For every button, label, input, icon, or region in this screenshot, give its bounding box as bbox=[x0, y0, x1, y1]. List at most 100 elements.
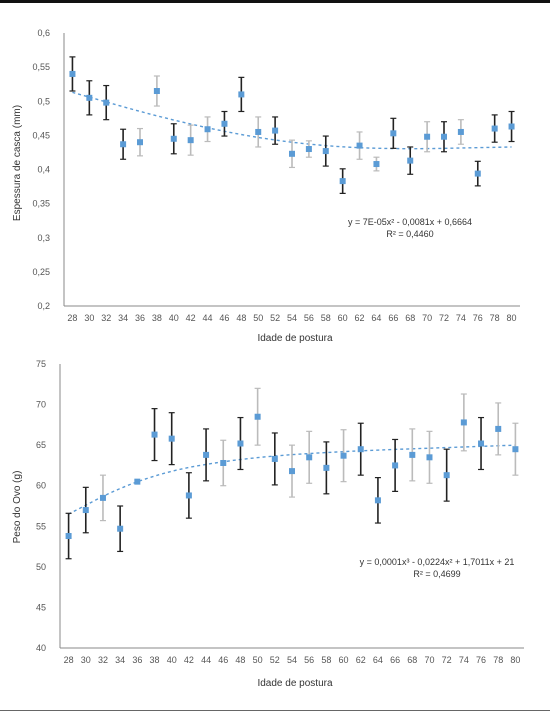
shell-thickness-equation: y = 7E-05x² - 0,0081x + 0,6664 bbox=[348, 217, 472, 227]
shell-thickness-y-tick-label: 0,35 bbox=[32, 199, 50, 209]
egg-weight-x-tick-label: 28 bbox=[64, 655, 74, 665]
shell-thickness-x-tick-label: 62 bbox=[355, 313, 365, 323]
shell-thickness-x-tick-label: 28 bbox=[67, 313, 77, 323]
shell-thickness-x-tick-label: 42 bbox=[186, 313, 196, 323]
shell-thickness-y-tick-label: 0,55 bbox=[32, 62, 50, 72]
egg-weight-data-point bbox=[289, 468, 295, 475]
shell-thickness-data-point bbox=[474, 170, 481, 177]
shell-thickness-data-point bbox=[238, 91, 245, 98]
egg-weight-y-tick-label: 50 bbox=[36, 562, 46, 572]
shell-thickness-data-point bbox=[339, 178, 346, 185]
shell-thickness-x-tick-label: 52 bbox=[270, 313, 280, 323]
egg-weight-plot: 40 45 50 55 60 65 70 75 28 30 32 34 36 38 40 42 44 46 48 50… bbox=[36, 359, 524, 665]
egg-weight-data-point bbox=[237, 440, 244, 447]
egg-weight-y-axis-title: Peso do Ovo (g) bbox=[12, 471, 23, 544]
shell-thickness-y-tick-label: 0,3 bbox=[37, 233, 50, 243]
egg-weight-x-tick-label: 32 bbox=[98, 655, 108, 665]
shell-thickness-data-point bbox=[457, 128, 464, 135]
shell-thickness-data-point bbox=[103, 99, 110, 106]
egg-weight-x-tick-label: 36 bbox=[132, 655, 142, 665]
egg-weight-y-tick-label: 45 bbox=[36, 602, 46, 612]
shell-thickness-data-point bbox=[86, 94, 93, 101]
egg-weight-data-point bbox=[99, 494, 106, 501]
egg-weight-x-tick-label: 58 bbox=[321, 655, 331, 665]
egg-weight-x-tick-label: 42 bbox=[184, 655, 194, 665]
egg-weight-x-tick-label: 50 bbox=[253, 655, 263, 665]
egg-weight-x-tick-label: 60 bbox=[339, 655, 349, 665]
egg-weight-data-point bbox=[478, 440, 485, 447]
shell-thickness-x-tick-label: 54 bbox=[287, 313, 297, 323]
shell-thickness-trendline bbox=[72, 91, 512, 150]
egg-weight-data-point bbox=[168, 435, 175, 442]
egg-weight-x-tick-label: 70 bbox=[424, 655, 434, 665]
egg-weight-x-tick-label: 30 bbox=[81, 655, 91, 665]
shell-thickness-data-point bbox=[491, 125, 498, 132]
shell-thickness-y-tick-label: 0,2 bbox=[37, 301, 50, 311]
egg-weight-data-point bbox=[392, 462, 399, 469]
shell-thickness-x-axis-title: Idade de postura bbox=[257, 333, 332, 344]
egg-weight-data-point bbox=[151, 431, 158, 438]
shell-thickness-data-point bbox=[255, 128, 262, 135]
shell-thickness-data-point bbox=[373, 161, 380, 168]
shell-thickness-x-tick-label: 32 bbox=[101, 313, 111, 323]
shell-thickness-data-point bbox=[272, 127, 279, 134]
shell-thickness-y-axis-title: Espessura de casca (mm) bbox=[12, 105, 23, 221]
egg-weight-data-point bbox=[374, 497, 381, 504]
egg-weight-data-point bbox=[203, 451, 210, 458]
shell-thickness-data-point bbox=[204, 126, 211, 133]
shell-thickness-x-tick-label: 58 bbox=[321, 313, 331, 323]
egg-weight-data-point bbox=[443, 472, 450, 479]
egg-weight-x-tick-label: 72 bbox=[442, 655, 452, 665]
shell-thickness-x-tick-label: 70 bbox=[422, 313, 432, 323]
egg-weight-x-tick-label: 66 bbox=[390, 655, 400, 665]
shell-thickness-x-tick-label: 80 bbox=[507, 313, 517, 323]
egg-weight-data-point bbox=[495, 425, 502, 432]
shell-thickness-y-tick-label: 0,45 bbox=[32, 130, 50, 140]
egg-weight-trendline bbox=[68, 444, 516, 515]
egg-weight-x-tick-label: 38 bbox=[150, 655, 160, 665]
egg-weight-data-point bbox=[409, 451, 416, 458]
egg-weight-x-tick-label: 40 bbox=[167, 655, 177, 665]
bottom-rule bbox=[0, 710, 550, 711]
shell-thickness-data-point bbox=[322, 148, 329, 155]
egg-weight-data-point bbox=[117, 525, 124, 532]
shell-thickness-data-point bbox=[289, 150, 295, 157]
shell-thickness-x-tick-label: 36 bbox=[135, 313, 145, 323]
shell-thickness-x-tick-label: 72 bbox=[439, 313, 449, 323]
shell-thickness-data-point bbox=[305, 146, 312, 153]
egg-weight-y-tick-label: 65 bbox=[36, 440, 46, 450]
egg-weight-x-tick-label: 44 bbox=[201, 655, 211, 665]
shell-thickness-y-tick-label: 0,25 bbox=[32, 267, 50, 277]
egg-weight-chart: 40 45 50 55 60 65 70 75 28 30 32 34 36 38 40 42 44 46 48 50… bbox=[12, 359, 524, 689]
shell-thickness-data-point bbox=[69, 70, 76, 77]
egg-weight-data-point bbox=[306, 454, 313, 461]
egg-weight-data-point bbox=[254, 413, 261, 420]
shell-thickness-data-point bbox=[407, 157, 414, 164]
egg-weight-y-tick-label: 60 bbox=[36, 481, 46, 491]
egg-weight-data-point bbox=[220, 459, 227, 466]
shell-thickness-data-point bbox=[137, 139, 143, 146]
egg-weight-y-tick-label: 70 bbox=[36, 400, 46, 410]
egg-weight-data-point bbox=[271, 455, 278, 462]
shell-thickness-x-tick-label: 74 bbox=[456, 313, 466, 323]
shell-thickness-plot: 0,2 0,25 0,3 0,35 0,4 0,45 0,5 0,55 0,6 28 30 32 34 3… bbox=[32, 28, 520, 323]
shell-thickness-x-tick-label: 46 bbox=[219, 313, 229, 323]
egg-weight-x-tick-label: 76 bbox=[476, 655, 486, 665]
shell-thickness-x-tick-label: 38 bbox=[152, 313, 162, 323]
egg-weight-data-point bbox=[185, 492, 192, 499]
egg-weight-data-point bbox=[460, 419, 467, 426]
shell-thickness-data-point bbox=[120, 141, 127, 148]
shell-thickness-x-tick-label: 30 bbox=[84, 313, 94, 323]
shell-thickness-y-tick-label: 0,4 bbox=[37, 165, 50, 175]
egg-weight-data-point bbox=[426, 454, 433, 461]
shell-thickness-r2: R² = 0,4460 bbox=[386, 229, 433, 239]
shell-thickness-x-tick-label: 34 bbox=[118, 313, 128, 323]
shell-thickness-data-point bbox=[441, 133, 447, 140]
shell-thickness-data-point bbox=[221, 120, 228, 127]
egg-weight-data-point bbox=[82, 507, 89, 514]
egg-weight-x-tick-label: 54 bbox=[287, 655, 297, 665]
shell-thickness-x-tick-label: 78 bbox=[490, 313, 500, 323]
egg-weight-x-tick-label: 46 bbox=[218, 655, 228, 665]
egg-weight-data-point bbox=[357, 446, 364, 453]
egg-weight-x-tick-label: 68 bbox=[407, 655, 417, 665]
